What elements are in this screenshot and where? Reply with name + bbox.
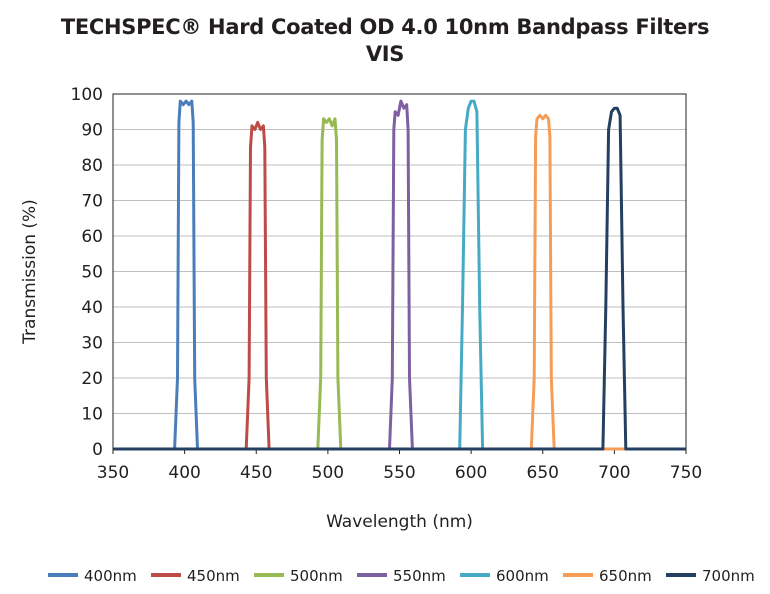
series-line-500nm bbox=[113, 117, 686, 451]
series-line-700nm bbox=[113, 106, 686, 451]
x-axis-label: Wavelength (nm) bbox=[326, 512, 473, 532]
x-tick-label: 450 bbox=[240, 463, 272, 483]
series-line-450nm bbox=[113, 120, 686, 451]
y-tick-label: 100 bbox=[71, 85, 103, 105]
chart-subtitle: VIS bbox=[365, 42, 405, 66]
legend-label: 400nm bbox=[84, 567, 137, 585]
y-tick-label: 60 bbox=[81, 227, 103, 247]
y-tick-label: 50 bbox=[81, 263, 103, 283]
x-tick-label: 500 bbox=[312, 463, 344, 483]
y-tick-label: 70 bbox=[81, 192, 103, 212]
tick-labels: 0 10 20 30 40 50 60 70 80 90 100 350 400 450 500 550 600… bbox=[71, 85, 703, 483]
x-tick-label: 700 bbox=[598, 463, 630, 483]
x-tick-label: 350 bbox=[97, 463, 129, 483]
gridlines bbox=[112, 129, 687, 454]
legend-label: 600nm bbox=[496, 567, 549, 585]
x-tick-label: 650 bbox=[527, 463, 559, 483]
x-tick-label: 550 bbox=[383, 463, 415, 483]
chart-title: TECHSPEC® Hard Coated OD 4.0 10nm Bandpa… bbox=[60, 15, 710, 39]
legend-label: 500nm bbox=[290, 567, 343, 585]
legend: 400nm 450nm 500nm 550nm 600nm 650nm 700nm bbox=[48, 567, 755, 585]
series-lines bbox=[113, 99, 686, 451]
legend-label: 550nm bbox=[393, 567, 446, 585]
y-tick-label: 90 bbox=[81, 121, 103, 141]
series-line-650nm bbox=[113, 113, 686, 451]
y-tick-label: 20 bbox=[81, 369, 103, 389]
y-tick-label: 80 bbox=[81, 156, 103, 176]
series-line-550nm bbox=[113, 99, 686, 451]
y-tick-label: 0 bbox=[92, 440, 103, 460]
x-tick-label: 400 bbox=[168, 463, 200, 483]
series-line-400nm bbox=[113, 99, 686, 451]
legend-label: 650nm bbox=[599, 567, 652, 585]
x-tick-label: 600 bbox=[455, 463, 487, 483]
y-axis-label: Transmission (%) bbox=[20, 199, 40, 345]
y-tick-label: 40 bbox=[81, 298, 103, 318]
legend-label: 450nm bbox=[187, 567, 240, 585]
series-line-600nm bbox=[113, 99, 686, 451]
y-tick-label: 30 bbox=[81, 334, 103, 354]
legend-label: 700nm bbox=[702, 567, 755, 585]
x-tick-label: 750 bbox=[670, 463, 702, 483]
y-tick-label: 10 bbox=[81, 405, 103, 425]
